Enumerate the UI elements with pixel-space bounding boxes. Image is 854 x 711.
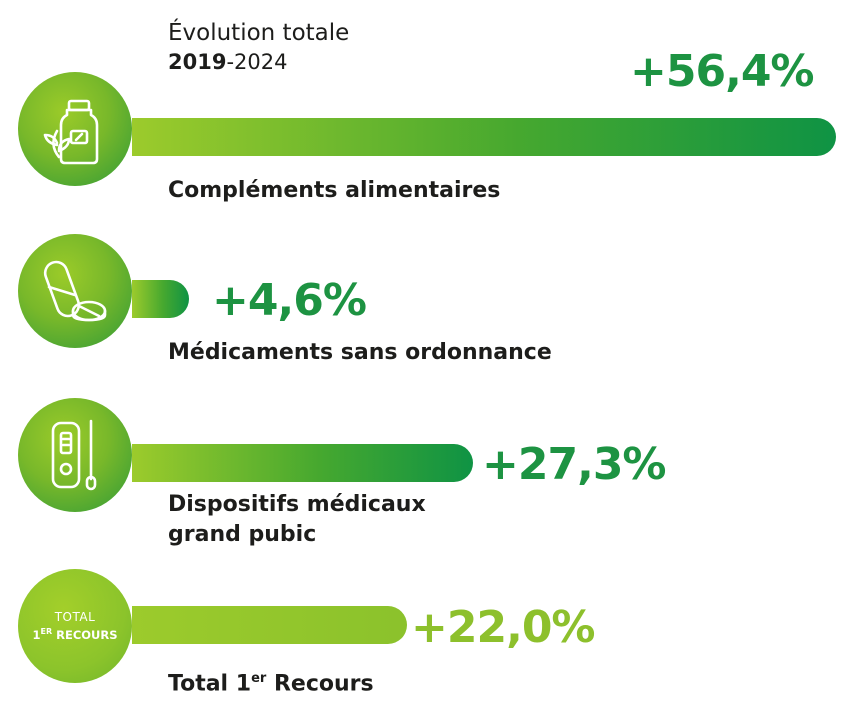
bar-medicaments xyxy=(132,280,189,318)
value-label-dispositifs: +27,3% xyxy=(482,439,667,490)
value-label-medicaments: +4,6% xyxy=(212,275,367,326)
label-dispositifs-line1: Dispositifs médicaux xyxy=(168,492,426,517)
badge-rest: RECOURS xyxy=(52,627,118,642)
chart-period: 2019-2024 xyxy=(168,48,349,76)
value-label-total: +22,0% xyxy=(411,602,596,653)
label-complements: Compléments alimentaires xyxy=(168,178,501,203)
bar-total xyxy=(132,606,407,644)
total-badge-line2: 1ER RECOURS xyxy=(32,624,117,643)
complements-circle xyxy=(18,72,132,186)
total-circle: TOTAL 1ER RECOURS xyxy=(18,569,132,683)
label-medicaments: Médicaments sans ordonnance xyxy=(168,340,552,365)
dispositifs-circle xyxy=(18,398,132,512)
pills-icon xyxy=(43,260,107,322)
label-dispositifs-line2: grand pubic xyxy=(168,522,317,547)
period-end: -2024 xyxy=(226,50,288,74)
chart-header: Évolution totale 2019-2024 xyxy=(168,18,349,76)
total-badge-line1: TOTAL xyxy=(54,609,96,624)
period-start: 2019 xyxy=(168,50,227,74)
label-total: Total 1er Recours xyxy=(168,664,374,699)
value-label-complements: +56,4% xyxy=(630,46,815,97)
label-total-sup: er xyxy=(251,671,267,686)
supplement-bottle-icon xyxy=(43,99,99,165)
label-dispositifs: Dispositifs médicaux grand pubic xyxy=(168,490,426,550)
test-kit-icon xyxy=(51,419,97,491)
badge-sup: ER xyxy=(40,626,53,636)
badge-num: 1 xyxy=(32,627,41,642)
bar-dispositifs xyxy=(132,444,473,482)
label-total-main: Total 1 xyxy=(168,671,252,697)
chart-title: Évolution totale xyxy=(168,20,350,46)
medicaments-circle xyxy=(18,234,132,348)
label-total-rest: Recours xyxy=(266,671,374,697)
bar-complements xyxy=(132,118,836,156)
